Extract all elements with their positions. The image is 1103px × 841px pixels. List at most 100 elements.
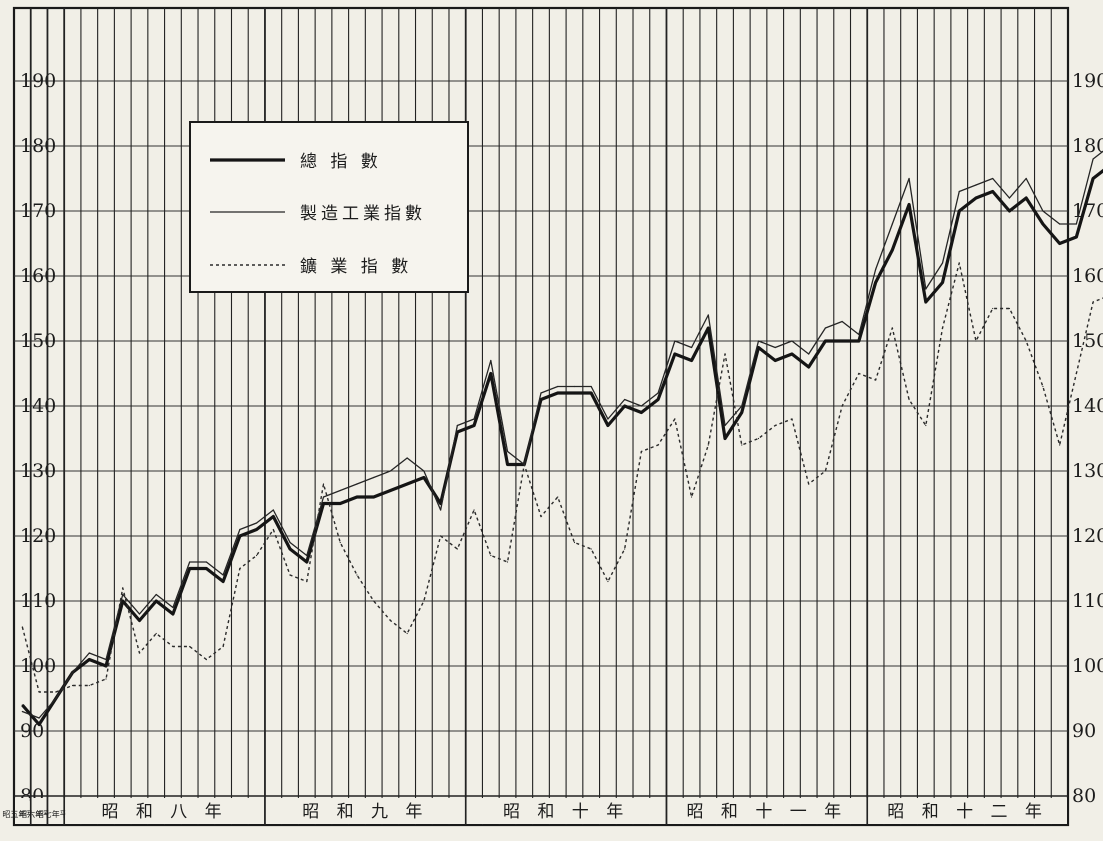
series-1-point xyxy=(1092,177,1094,180)
series-3-point xyxy=(707,444,709,446)
series-1-point xyxy=(172,613,174,615)
series-3-point xyxy=(841,405,843,407)
year-band-cell xyxy=(667,798,867,824)
series-2-point xyxy=(858,333,860,336)
series-2-point xyxy=(272,509,274,511)
series-3-point xyxy=(791,418,793,420)
series-2-point xyxy=(674,340,676,342)
series-2-point xyxy=(172,606,174,609)
series-1-point xyxy=(808,366,810,368)
series-3-point xyxy=(941,327,944,329)
series-1-point xyxy=(992,190,994,193)
series-2-point xyxy=(21,710,23,713)
y-tick-label-left: 160 xyxy=(20,265,56,287)
series-1-point xyxy=(306,561,308,563)
series-3-point xyxy=(373,600,375,602)
series-2-point xyxy=(339,489,341,492)
series-2-point xyxy=(406,457,408,459)
series-2-point xyxy=(1059,223,1061,225)
series-3-point xyxy=(440,535,442,537)
series-1-point xyxy=(122,600,124,602)
series-1-point xyxy=(891,249,893,251)
series-2-point xyxy=(289,541,291,544)
series-1-point xyxy=(189,567,191,570)
series-3-point xyxy=(356,574,358,576)
series-1-point xyxy=(540,398,542,401)
series-1-point xyxy=(339,502,341,505)
series-1-point xyxy=(440,502,442,505)
series-2-point xyxy=(875,268,877,271)
series-2-point xyxy=(490,359,492,362)
series-2-point xyxy=(640,405,642,407)
series-1-point xyxy=(707,327,709,329)
y-tick-label-left: 100 xyxy=(20,655,56,677)
series-1-point xyxy=(1075,236,1077,238)
series-3-point xyxy=(1025,340,1027,342)
series-line-1 xyxy=(21,168,1103,727)
series-1-point xyxy=(222,580,224,583)
series-1-point xyxy=(624,405,626,407)
series-3-point xyxy=(891,327,893,329)
series-1-point xyxy=(941,281,944,284)
series-2-point xyxy=(373,476,375,479)
year-band-cell xyxy=(868,798,1067,824)
series-1-point xyxy=(841,340,843,342)
series-1-point xyxy=(958,210,960,212)
series-3-point xyxy=(406,632,408,635)
plot-frame xyxy=(12,6,1070,827)
series-3-point xyxy=(1092,301,1094,303)
series-2-point xyxy=(590,385,592,388)
series-3-point xyxy=(306,580,308,583)
series-2-point xyxy=(222,574,224,576)
series-2-point xyxy=(456,424,458,427)
series-1-point xyxy=(88,658,90,661)
y-tick-label-right: 120 xyxy=(1072,525,1103,547)
y-tick-label-right: 160 xyxy=(1072,265,1103,287)
series-1-point xyxy=(506,463,509,466)
series-2-point xyxy=(757,340,760,342)
x-year-label: 昭七年平均 xyxy=(36,809,76,819)
series-1-point xyxy=(791,353,793,355)
x-year-label: 昭 和 十 一 年 xyxy=(687,802,848,822)
series-1-point xyxy=(690,359,693,362)
series-2-point xyxy=(322,496,325,498)
y-tick-label-right: 150 xyxy=(1072,330,1103,352)
y-tick-label-right: 100 xyxy=(1072,655,1103,677)
x-year-label: 昭 和 八 年 xyxy=(101,802,227,822)
series-2-point xyxy=(189,561,191,563)
series-2-point xyxy=(440,509,442,511)
series-2-point xyxy=(557,385,559,388)
series-1-point xyxy=(373,496,375,498)
series-1-point xyxy=(757,346,760,349)
series-1-point xyxy=(908,203,910,206)
series-1-point xyxy=(724,437,726,440)
series-2-point xyxy=(891,223,893,225)
series-3-point xyxy=(423,600,425,602)
x-year-label: 昭 和 十 二 年 xyxy=(887,802,1048,822)
y-tick-label-right: 140 xyxy=(1072,395,1103,417)
series-3-point xyxy=(958,262,960,264)
series-1-point xyxy=(1042,223,1044,225)
series-1-point xyxy=(657,398,659,401)
series-2-point xyxy=(573,385,576,388)
series-2-point xyxy=(992,177,994,180)
year-band-cell xyxy=(65,798,264,824)
y-tick-label-right: 80 xyxy=(1072,785,1096,807)
series-1-point xyxy=(239,535,241,537)
series-3-point xyxy=(289,574,291,576)
series-3-point xyxy=(741,444,743,446)
y-tick-label-left: 170 xyxy=(20,200,56,222)
series-1-point xyxy=(975,197,977,199)
series-3-point xyxy=(506,561,509,563)
series-1-point xyxy=(925,301,927,303)
series-3-point xyxy=(1075,372,1077,375)
series-3-point xyxy=(557,496,559,498)
series-3-point xyxy=(774,424,776,427)
series-2-point xyxy=(741,405,743,407)
series-2-point xyxy=(239,528,241,531)
series-2-point xyxy=(55,697,57,700)
series-2-point xyxy=(1042,210,1044,212)
series-1-point xyxy=(774,359,776,362)
